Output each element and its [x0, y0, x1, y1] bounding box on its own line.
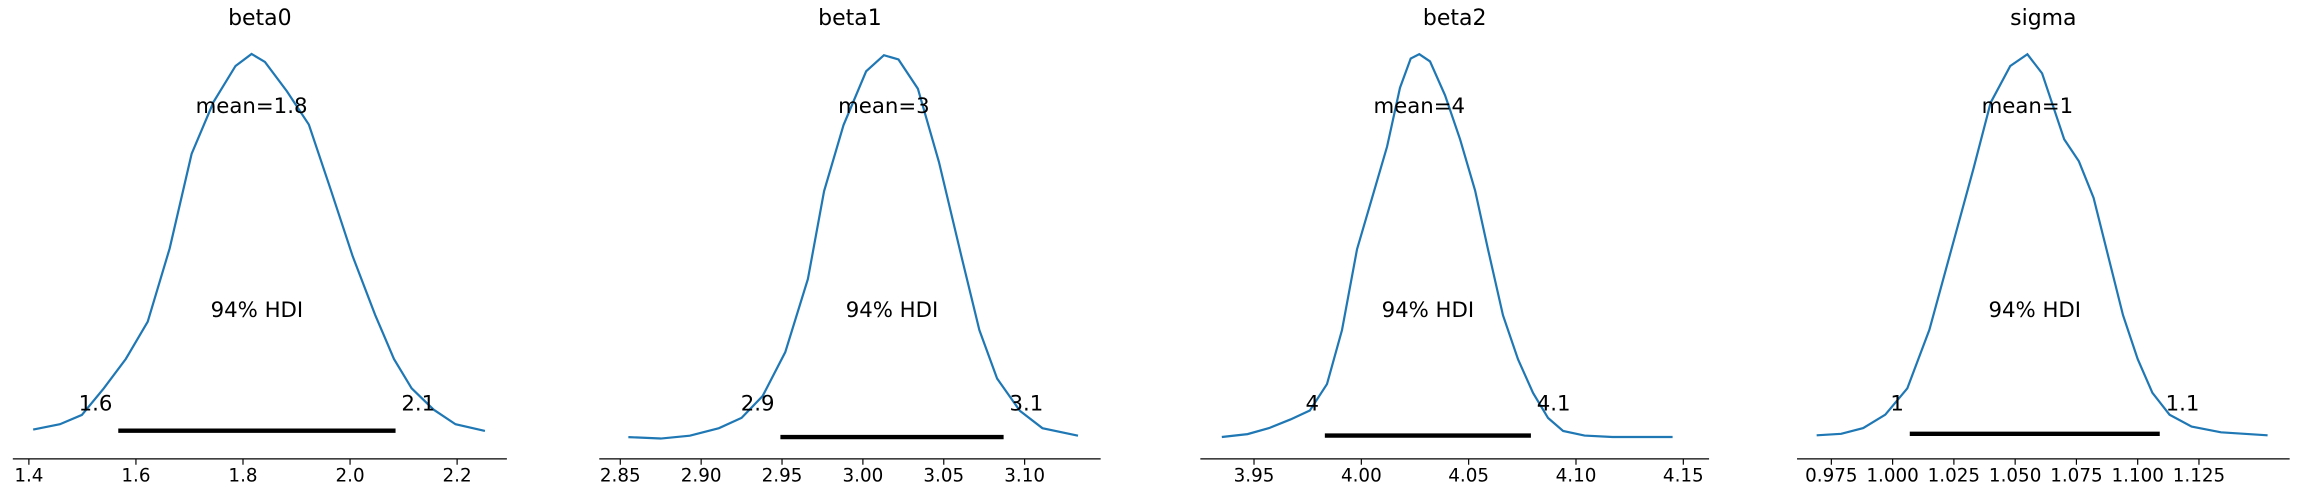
x-tick-label: 1.000	[1866, 465, 1918, 486]
x-tick-label: 3.10	[1004, 465, 1045, 486]
density-curve	[32, 52, 486, 432]
panel-title: beta0	[228, 6, 292, 31]
hdi-prob-label: 94% HDI	[211, 298, 304, 323]
x-tick-label: 1.050	[1989, 465, 2041, 486]
mean-label: mean=1.8	[196, 94, 308, 119]
x-tick-label: 4.05	[1448, 465, 1489, 486]
x-tick-label: 4.15	[1663, 465, 1704, 486]
density-curve	[628, 53, 1079, 440]
hdi-lower-label: 4	[1305, 392, 1319, 417]
x-tick-label: 1.100	[2111, 465, 2163, 486]
density-curve	[1221, 52, 1673, 439]
x-tick-label: 3.05	[923, 465, 964, 486]
x-tick-label: 1.8	[228, 465, 257, 486]
hdi-prob-label: 94% HDI	[1382, 298, 1475, 323]
hdi-lower-label: 1	[1890, 392, 1904, 417]
mean-label: mean=1	[1982, 94, 2074, 119]
x-tick-label: 2.0	[335, 465, 364, 486]
panel-title: beta2	[1423, 6, 1487, 31]
x-tick-label: 2.85	[600, 465, 641, 486]
mean-label: mean=4	[1373, 94, 1465, 119]
hdi-upper-label: 2.1	[401, 392, 435, 417]
x-tick-label: 2.95	[762, 465, 803, 486]
hdi-prob-label: 94% HDI	[1988, 298, 2081, 323]
hdi-lower-label: 2.9	[741, 392, 775, 417]
x-tick-label: 1.125	[2173, 465, 2225, 486]
hdi-prob-label: 94% HDI	[846, 298, 939, 323]
mean-label: mean=3	[838, 94, 930, 119]
x-tick-label: 3.95	[1234, 465, 1275, 486]
panel-title: beta1	[818, 6, 882, 31]
x-tick-label: 2.90	[681, 465, 722, 486]
density-curve	[1816, 52, 2268, 437]
x-tick-label: 4.10	[1556, 465, 1597, 486]
x-tick-label: 1.075	[2050, 465, 2102, 486]
panel-title: sigma	[2010, 6, 2076, 31]
hdi-lower-label: 1.6	[79, 392, 113, 417]
hdi-upper-label: 3.1	[1009, 392, 1043, 417]
x-tick-label: 2.2	[443, 465, 472, 486]
x-tick-label: 4.00	[1341, 465, 1382, 486]
x-tick-label: 3.00	[843, 465, 884, 486]
x-tick-label: 1.025	[1928, 465, 1980, 486]
x-tick-label: 1.4	[14, 465, 43, 486]
x-tick-label: 1.6	[121, 465, 150, 486]
x-tick-label: 0.975	[1805, 465, 1857, 486]
hdi-upper-label: 1.1	[2166, 392, 2200, 417]
hdi-upper-label: 4.1	[1537, 392, 1571, 417]
